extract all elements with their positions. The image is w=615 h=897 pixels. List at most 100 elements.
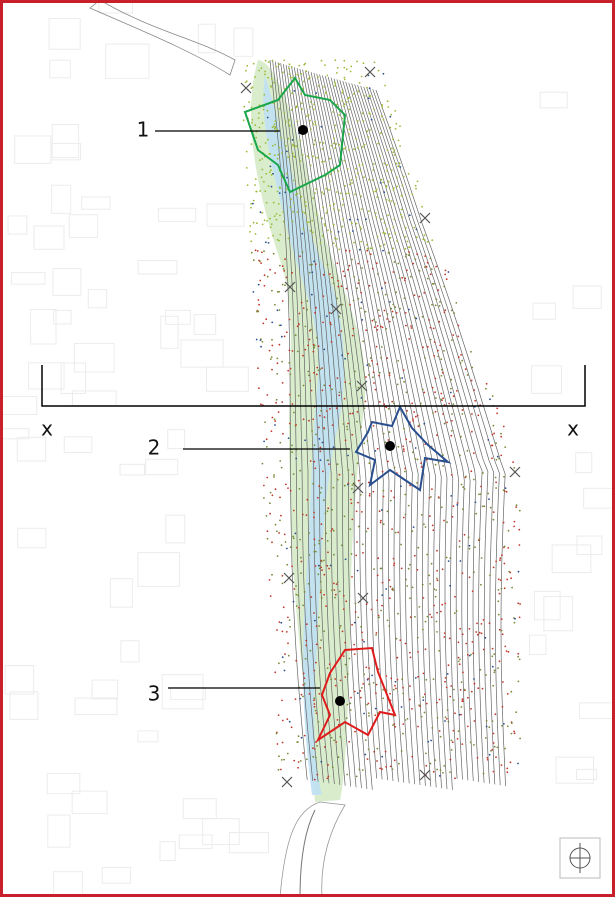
- survey-point: [313, 461, 315, 463]
- survey-point: [327, 510, 329, 512]
- survey-point: [365, 311, 367, 313]
- survey-point: [494, 670, 496, 672]
- survey-point: [306, 309, 308, 311]
- survey-point: [417, 726, 419, 728]
- survey-point: [376, 363, 378, 365]
- survey-point: [323, 499, 325, 501]
- survey-point: [399, 162, 401, 164]
- survey-point: [378, 615, 380, 617]
- survey-point: [430, 258, 432, 260]
- survey-point: [310, 230, 312, 232]
- survey-point: [399, 377, 401, 379]
- survey-point: [389, 693, 391, 695]
- survey-point: [256, 222, 258, 224]
- survey-point: [372, 376, 374, 378]
- survey-point: [455, 302, 457, 304]
- survey-point: [376, 346, 378, 348]
- survey-point: [339, 474, 341, 476]
- survey-point: [264, 219, 266, 221]
- survey-point: [385, 588, 387, 590]
- survey-point: [262, 224, 264, 226]
- survey-point: [264, 421, 266, 423]
- survey-point: [403, 176, 405, 178]
- survey-point: [308, 157, 310, 159]
- survey-point: [309, 120, 311, 122]
- survey-point: [377, 557, 379, 559]
- survey-point: [303, 673, 305, 675]
- survey-point: [373, 568, 375, 570]
- survey-point: [312, 747, 314, 749]
- survey-point: [300, 93, 302, 95]
- survey-point: [443, 636, 445, 638]
- survey-point: [375, 321, 377, 323]
- survey-point: [437, 717, 439, 719]
- survey-point: [415, 188, 417, 190]
- survey-point: [451, 430, 453, 432]
- survey-point: [325, 512, 327, 514]
- survey-point: [447, 673, 449, 675]
- survey-point: [350, 499, 352, 501]
- survey-point: [344, 275, 346, 277]
- survey-point: [340, 680, 342, 682]
- survey-point: [258, 70, 260, 72]
- survey-point: [305, 640, 307, 642]
- survey-point: [444, 311, 446, 313]
- survey-point: [271, 356, 273, 358]
- survey-point: [322, 295, 324, 297]
- survey-point: [493, 519, 495, 521]
- survey-point: [366, 603, 368, 605]
- survey-point: [437, 289, 439, 291]
- survey-point: [442, 465, 444, 467]
- survey-point: [327, 264, 329, 266]
- survey-point: [290, 206, 292, 208]
- survey-point: [499, 559, 501, 561]
- survey-point: [417, 547, 419, 549]
- survey-point: [442, 413, 444, 415]
- survey-point: [317, 76, 319, 78]
- survey-point: [264, 274, 266, 276]
- survey-point: [271, 174, 273, 176]
- survey-point: [506, 650, 508, 652]
- survey-point: [313, 516, 315, 518]
- survey-point: [282, 631, 284, 633]
- survey-point: [485, 737, 487, 739]
- survey-point: [293, 510, 295, 512]
- survey-point: [281, 152, 283, 154]
- survey-point: [259, 159, 261, 161]
- survey-point: [334, 130, 336, 132]
- survey-point: [385, 294, 387, 296]
- survey-point: [435, 305, 437, 307]
- survey-point: [390, 766, 392, 768]
- survey-point: [250, 203, 252, 205]
- survey-point: [503, 522, 505, 524]
- survey-point: [346, 426, 348, 428]
- survey-point: [437, 579, 439, 581]
- survey-point: [315, 662, 317, 664]
- survey-point: [368, 667, 370, 669]
- survey-point: [311, 220, 313, 222]
- survey-point: [361, 632, 363, 634]
- survey-point: [436, 298, 438, 300]
- survey-point: [302, 752, 304, 754]
- survey-point: [426, 703, 428, 705]
- survey-point: [316, 644, 318, 646]
- survey-point: [375, 216, 377, 218]
- survey-point: [269, 513, 271, 515]
- survey-point: [323, 630, 325, 632]
- survey-point: [286, 631, 288, 633]
- survey-point: [275, 120, 277, 122]
- survey-point: [429, 614, 431, 616]
- survey-point: [320, 639, 322, 641]
- survey-point: [344, 642, 346, 644]
- survey-point: [263, 181, 265, 183]
- survey-point: [519, 544, 521, 546]
- survey-point: [262, 212, 264, 214]
- survey-point: [381, 594, 383, 596]
- survey-point: [356, 421, 358, 423]
- survey-point: [272, 173, 274, 175]
- survey-point: [388, 252, 390, 254]
- survey-point: [347, 423, 349, 425]
- survey-point: [473, 452, 475, 454]
- survey-point: [303, 385, 305, 387]
- survey-point: [461, 681, 463, 683]
